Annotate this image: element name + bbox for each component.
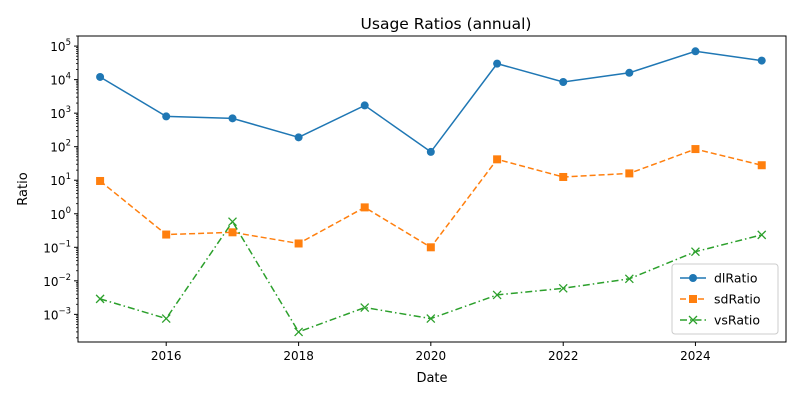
y-tick-exponent: 4 [66, 72, 71, 82]
legend-box [671, 263, 779, 335]
y-tick-label: 105 [50, 38, 71, 54]
data-point [691, 145, 700, 154]
data-point [228, 114, 237, 123]
y-tick-label: 10−3 [43, 306, 71, 322]
data-point [360, 303, 370, 312]
y-tick-base: 10 [50, 208, 65, 222]
data-point [757, 161, 766, 170]
series-layer [95, 47, 767, 337]
y-tick-base: 10 [43, 308, 58, 322]
legend-label: sdRatio [714, 292, 761, 307]
y-axis-label: Ratio [16, 172, 31, 205]
data-point [426, 147, 435, 156]
data-point [96, 72, 105, 81]
data-point [558, 283, 568, 293]
y-tick-base: 10 [43, 275, 58, 289]
y-tick-base: 10 [50, 74, 65, 88]
data-point [691, 47, 700, 56]
y-tick-exponent: −1 [58, 239, 71, 249]
data-point [757, 56, 766, 65]
data-point [492, 290, 502, 300]
y-tick-exponent: 2 [66, 139, 71, 149]
x-tick-label: 2022 [548, 349, 579, 363]
y-tick-label: 102 [50, 139, 71, 155]
x-tick-label: 2020 [416, 349, 447, 363]
x-axis: 2016 2018 2020 2022 2024 [151, 342, 711, 363]
data-point [559, 77, 568, 86]
data-point [228, 217, 237, 227]
y-tick-exponent: 0 [66, 206, 71, 216]
series-line [99, 220, 762, 333]
x-tick-label: 2016 [151, 349, 182, 363]
x-tick-label: 2024 [680, 349, 711, 363]
data-point [757, 230, 767, 240]
legend-marker [688, 315, 698, 325]
data-point [625, 169, 634, 178]
legend-item: sdRatio [680, 292, 761, 307]
data-point [426, 243, 435, 252]
data-point [162, 112, 171, 121]
data-point [493, 155, 502, 164]
y-tick-base: 10 [43, 241, 58, 255]
legend: dlRatio sdRatio vsRatio [671, 263, 779, 335]
series-sdRatio [96, 145, 766, 252]
series-dlRatio [96, 47, 766, 156]
y-tick-base: 10 [50, 141, 65, 155]
y-tick-exponent: 1 [66, 172, 71, 182]
data-point [493, 59, 502, 68]
data-point [228, 228, 237, 237]
series-line [99, 148, 762, 249]
y-tick-base: 10 [50, 174, 65, 188]
x-axis-label: Date [416, 371, 447, 386]
data-point [95, 294, 105, 304]
y-tick-base: 10 [50, 40, 65, 54]
y-tick-exponent: −3 [58, 306, 71, 316]
data-point [690, 247, 700, 257]
legend-label: dlRatio [714, 271, 758, 286]
data-point [624, 274, 634, 284]
data-point [162, 230, 171, 239]
plot-frame [77, 35, 787, 343]
data-point [360, 101, 369, 110]
data-point [360, 203, 369, 212]
data-point [625, 68, 634, 77]
data-point [294, 133, 303, 142]
y-tick-label: 103 [50, 105, 71, 121]
data-point [294, 327, 304, 337]
y-tick-exponent: 3 [66, 105, 71, 115]
y-tick-label: 101 [50, 172, 71, 188]
y-tick-exponent: 5 [66, 38, 71, 48]
chart-title: Usage Ratios (annual) [361, 15, 532, 33]
y-tick-label: 10−2 [43, 273, 71, 289]
y-tick-label: 10−1 [43, 239, 71, 255]
series-line [99, 50, 762, 153]
y-tick-label: 100 [50, 206, 71, 222]
data-point [96, 176, 105, 185]
data-point [161, 314, 171, 324]
data-point [294, 239, 303, 248]
legend-label: vsRatio [714, 313, 760, 328]
data-point [559, 172, 568, 181]
y-tick-label: 104 [50, 72, 71, 88]
y-tick-base: 10 [50, 107, 65, 121]
legend-marker [689, 274, 697, 282]
x-tick-label: 2018 [283, 349, 314, 363]
data-point [426, 314, 436, 324]
series-vsRatio [95, 217, 767, 337]
y-tick-exponent: −2 [58, 273, 71, 283]
legend-marker [689, 295, 697, 303]
legend-item: dlRatio [680, 271, 758, 286]
legend-item: vsRatio [680, 313, 760, 328]
